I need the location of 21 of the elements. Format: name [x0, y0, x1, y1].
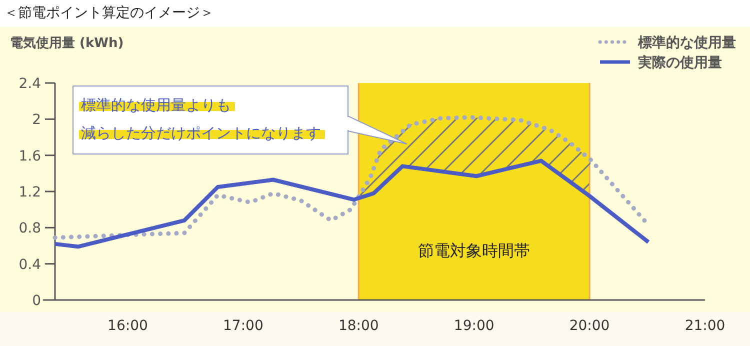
x-tick-label: 19:00	[454, 318, 494, 334]
x-tick-label: 17:00	[223, 318, 264, 334]
band-label: 節電対象時間帯	[418, 241, 530, 260]
x-tick-label: 20:00	[569, 318, 610, 334]
y-axis-title: 電気使用量 (kWh)	[10, 36, 124, 51]
y-tick-label: 0.4	[18, 256, 42, 273]
annotation: 減らした分だけポイントになります	[81, 124, 321, 142]
x-tick-label: 21:00	[684, 318, 726, 334]
legend-label: 標準的な使用量	[637, 35, 736, 51]
y-tick-label: 0.8	[18, 220, 41, 237]
y-tick-label: 2.4	[18, 76, 42, 92]
legend-label: 実際の使用量	[638, 54, 722, 71]
picture-callout: 標準的な使用量よりも 減らした分だけポイントになります	[72, 86, 408, 154]
chart-title: ＜節電ポイント算定のイメージ＞	[4, 5, 214, 21]
y-tick-label: 2	[32, 112, 41, 128]
x-tick-label: 16:00	[108, 318, 148, 334]
x-tick-label: 18:00	[338, 318, 379, 334]
y-tick-label: 1.6	[18, 148, 42, 164]
y-tick-label: 1.2	[18, 184, 41, 200]
y-tick-label: 0	[32, 293, 41, 309]
annotation: 標準的な使用量よりも	[81, 96, 231, 114]
